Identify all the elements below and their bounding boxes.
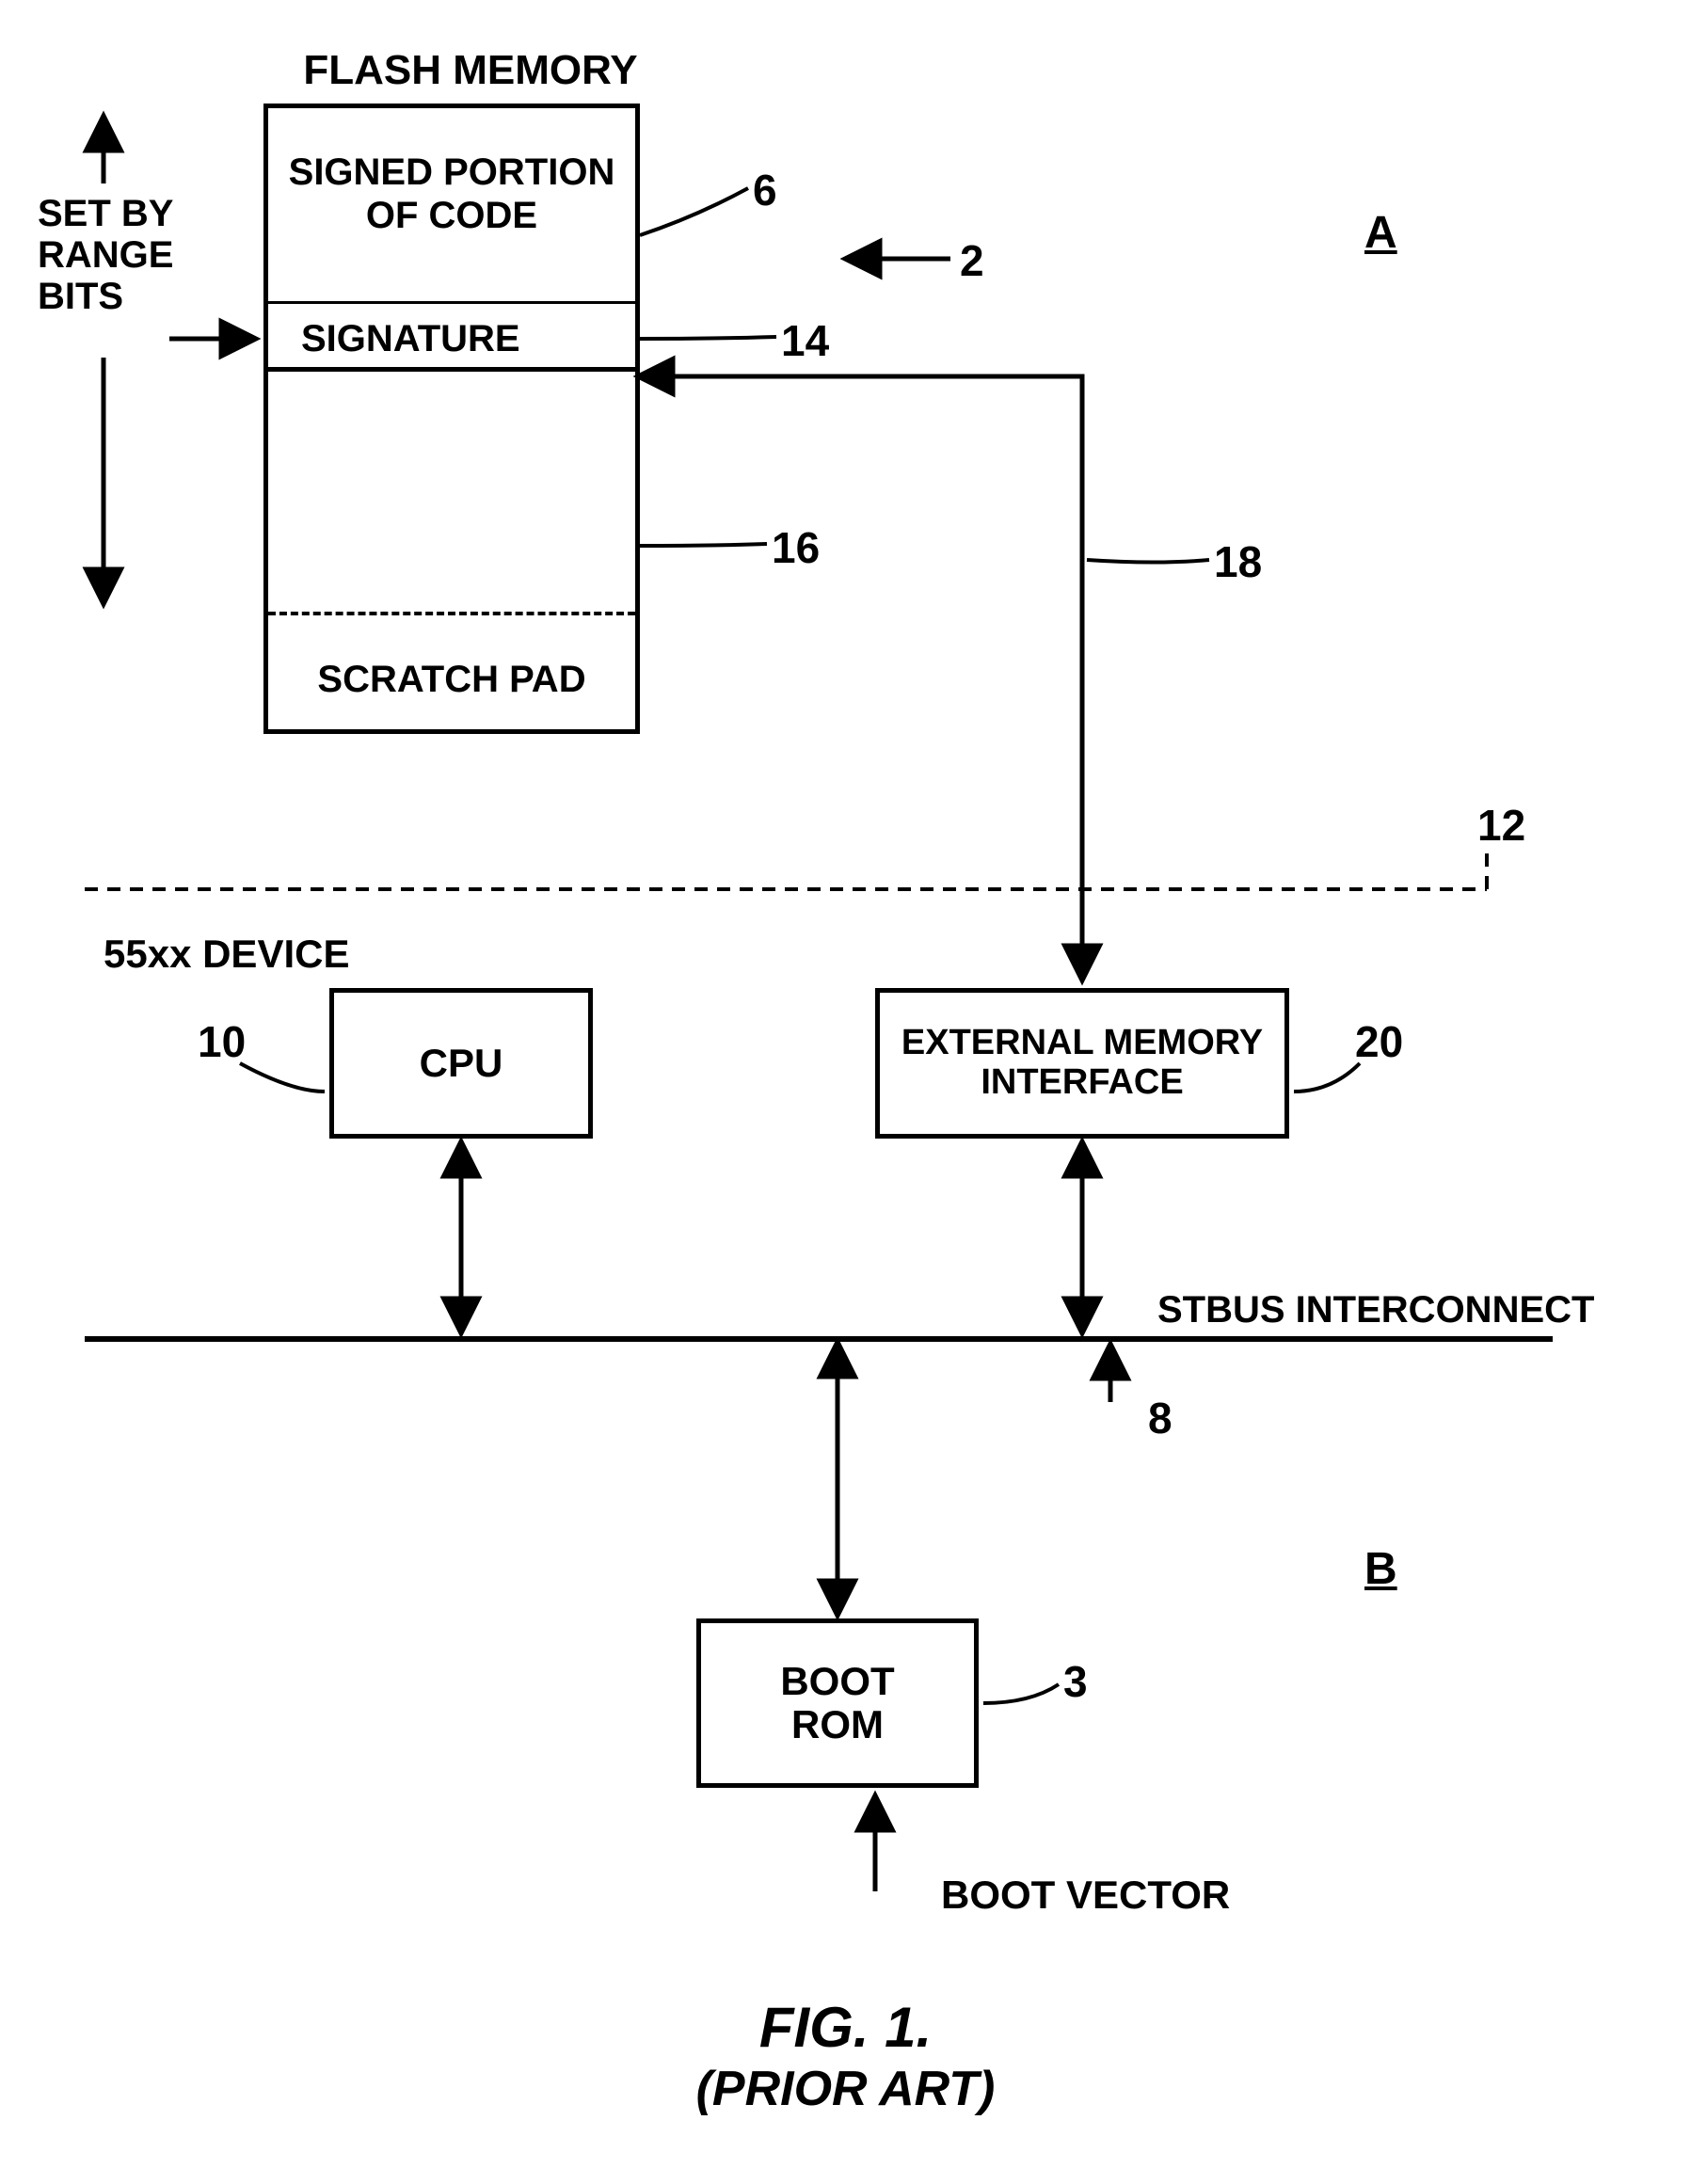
device-name-label: 55xx DEVICE	[104, 932, 349, 977]
diagram-canvas: FLASH MEMORY SIGNED PORTION OF CODE SIGN…	[0, 0, 1691, 2184]
ref-12: 12	[1477, 800, 1525, 851]
figure-title-2: (PRIOR ART)	[0, 2061, 1691, 2117]
arrows-overlay	[0, 0, 1691, 2184]
boot-vector-label: BOOT VECTOR	[941, 1873, 1230, 1918]
region-b-label: B	[1364, 1543, 1397, 1595]
boot-rom-box: BOOT ROM	[696, 1618, 979, 1788]
signature-label: SIGNATURE	[282, 318, 621, 360]
ref-10: 10	[198, 1016, 246, 1067]
set-by-range-bits-label: SET BY RANGE BITS	[38, 193, 207, 317]
ref-14: 14	[781, 315, 829, 366]
region-a-label: A	[1364, 207, 1397, 259]
ref-18: 18	[1214, 536, 1262, 587]
stbus-label: STBUS INTERCONNECT	[1157, 1289, 1594, 1331]
ref-3: 3	[1063, 1656, 1088, 1707]
boot-rom-label: BOOT ROM	[780, 1660, 894, 1746]
ref-2: 2	[960, 235, 984, 286]
stbus-line	[85, 1336, 1553, 1342]
signed-portion-label: SIGNED PORTION OF CODE	[282, 151, 621, 237]
scratch-pad-label: SCRATCH PAD	[282, 659, 621, 701]
ref-16: 16	[772, 522, 820, 573]
ref-20: 20	[1355, 1016, 1403, 1067]
ref-8: 8	[1148, 1393, 1173, 1443]
figure-title-1: FIG. 1.	[0, 1995, 1691, 2060]
ref-6: 6	[753, 165, 777, 215]
cpu-box: CPU	[329, 988, 593, 1139]
emi-box: EXTERNAL MEMORY INTERFACE	[875, 988, 1289, 1139]
flash-memory-title: FLASH MEMORY	[282, 47, 659, 94]
scratchpad-divider	[268, 612, 635, 615]
signature-top-divider	[268, 301, 635, 304]
signature-bottom-divider	[268, 367, 635, 372]
cpu-label: CPU	[420, 1041, 503, 1086]
emi-label: EXTERNAL MEMORY INTERFACE	[901, 1024, 1263, 1103]
